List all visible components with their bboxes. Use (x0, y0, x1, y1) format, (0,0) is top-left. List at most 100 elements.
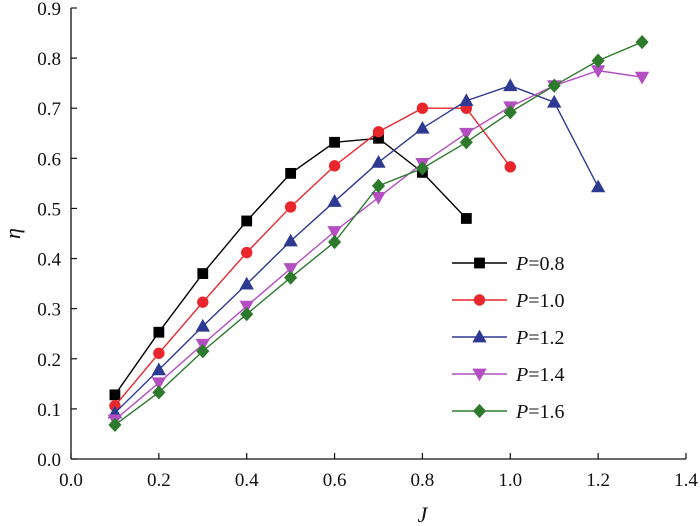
x-tick-label: 0.8 (411, 470, 435, 491)
data-point (503, 78, 518, 92)
data-point (109, 389, 121, 401)
data-point (152, 385, 166, 400)
data-point (197, 268, 209, 279)
series-group (107, 34, 650, 433)
legend-label-value: =1.6 (528, 401, 564, 423)
data-point (239, 276, 254, 290)
data-point (153, 326, 165, 338)
y-tick-label: 0.7 (37, 99, 61, 120)
legend-label: P=0.8 (515, 253, 565, 275)
data-point (151, 377, 167, 391)
series-p-0-8 (109, 132, 472, 401)
legend-item: P=1.6 (452, 401, 565, 423)
legend-marker (474, 257, 485, 269)
data-point (195, 318, 210, 332)
data-point (503, 105, 517, 120)
legend-marker (472, 403, 487, 419)
y-tick-label: 0.4 (37, 250, 61, 271)
data-point (153, 347, 165, 359)
legend-label: P=1.2 (515, 327, 565, 349)
x-tick-label: 0.4 (235, 470, 259, 491)
series-line (114, 84, 599, 414)
data-point (371, 192, 386, 205)
data-point (329, 136, 340, 148)
y-tick-label: 0.0 (37, 450, 61, 471)
x-tick-label: 1.2 (586, 470, 610, 491)
data-point (547, 94, 562, 108)
data-point (590, 179, 606, 193)
data-point (459, 93, 474, 107)
legend-label-value: =1.4 (528, 364, 564, 386)
data-point (283, 263, 298, 276)
data-point (328, 234, 342, 250)
legend-label: P=1.0 (515, 290, 565, 312)
legend-label-symbol: P (515, 401, 528, 423)
data-point (151, 362, 167, 376)
legend-marker (473, 294, 486, 306)
x-tick-label: 1.4 (674, 470, 698, 491)
data-point (415, 120, 430, 134)
series-p-1-0 (109, 102, 516, 412)
legend-label-symbol: P (515, 290, 528, 312)
data-point (635, 34, 649, 50)
data-point (108, 417, 122, 433)
legend-item: P=1.4 (452, 364, 565, 386)
x-tick-label: 0.0 (59, 470, 83, 491)
data-point (285, 167, 297, 179)
data-point (327, 194, 342, 207)
data-point (372, 126, 385, 138)
data-point (415, 161, 429, 176)
data-point (371, 178, 386, 193)
legend-label: P=1.6 (515, 401, 565, 423)
series-p-1-2 (107, 78, 606, 419)
data-point (328, 160, 341, 172)
legend-label-symbol: P (515, 253, 528, 275)
data-point (284, 201, 297, 213)
legend-item: P=0.8 (452, 253, 565, 275)
tick-marks: 0.0 0.2 0.4 0.6 0.8 1.0 1.2 1.4 0.0 0.1 0.2 0.3 0.4 0… (37, 0, 698, 491)
y-tick-label: 0.3 (37, 300, 61, 321)
x-tick-label: 0.6 (323, 470, 347, 491)
data-point (283, 233, 298, 247)
y-axis-title: η (0, 228, 25, 239)
data-point (459, 135, 473, 150)
series-p-1-4 (107, 65, 650, 428)
data-point (196, 344, 210, 359)
data-point (241, 246, 253, 259)
data-point (241, 215, 253, 227)
x-tick-label: 1.0 (498, 470, 522, 491)
data-point (371, 155, 386, 168)
legend-item: P=1.2 (452, 327, 565, 349)
data-point (416, 102, 429, 114)
series-p-1-6 (108, 34, 649, 433)
legend-label: P=1.4 (515, 364, 565, 386)
data-point (460, 213, 472, 224)
data-point (504, 161, 516, 173)
y-tick-label: 0.8 (37, 49, 61, 70)
data-point (239, 300, 254, 314)
legend-label-symbol: P (515, 327, 528, 349)
data-point (459, 127, 474, 141)
data-point (197, 296, 209, 308)
legend-marker (472, 329, 487, 343)
data-point (284, 270, 298, 285)
legend-marker (472, 368, 487, 382)
y-tick-label: 0.6 (37, 149, 61, 170)
legend-label-value: =0.8 (528, 253, 564, 275)
data-point (240, 307, 254, 322)
legend-label-value: =1.2 (528, 327, 564, 349)
legend-label-symbol: P (515, 364, 528, 386)
data-point (547, 78, 561, 93)
data-point (634, 71, 650, 85)
x-tick-label: 0.2 (147, 470, 171, 491)
data-point (327, 226, 342, 239)
legend: P=0.8P=1.0P=1.2P=1.4P=1.6 (452, 253, 565, 423)
axes (70, 8, 686, 460)
series-line (114, 107, 511, 407)
legend-item: P=1.0 (452, 290, 565, 312)
legend-label-value: =1.0 (528, 290, 564, 312)
y-tick-label: 0.1 (37, 400, 61, 421)
y-tick-label: 0.2 (37, 350, 61, 371)
